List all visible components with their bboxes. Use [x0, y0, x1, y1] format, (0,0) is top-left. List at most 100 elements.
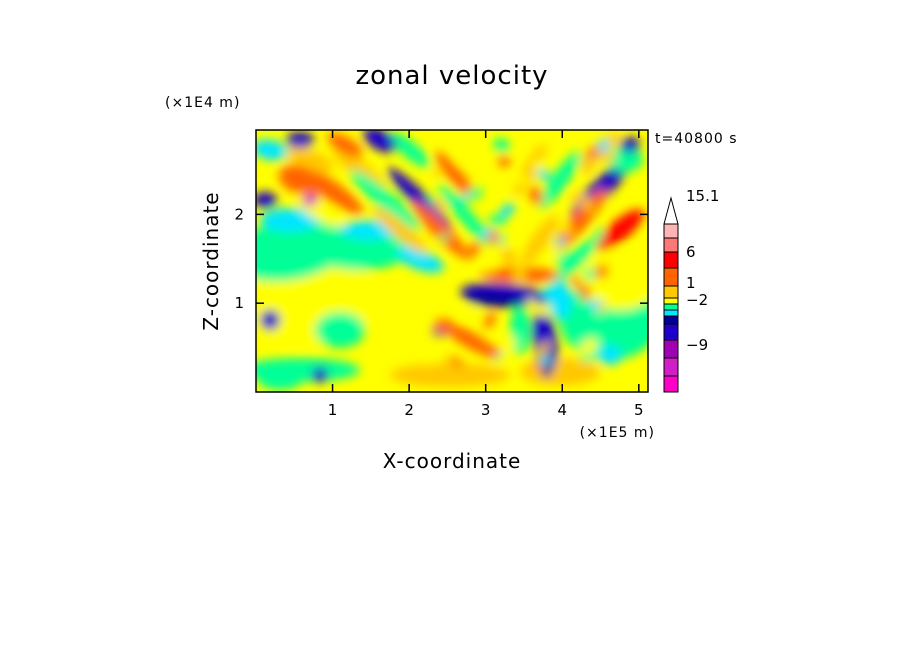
colorbar-segment	[663, 315, 679, 325]
field-patch	[487, 230, 498, 245]
field-patch	[443, 323, 497, 357]
x-tick-label: 1	[328, 401, 338, 419]
colorbar-label: 6	[686, 243, 696, 261]
field-patch	[526, 298, 537, 308]
field-patch	[256, 139, 288, 161]
field-patch	[438, 184, 492, 246]
field-patch	[483, 345, 500, 358]
colorbar-segment	[663, 309, 679, 317]
field-patch	[439, 234, 449, 241]
field-patch	[467, 240, 481, 259]
field-patch	[462, 308, 471, 319]
field-patch	[498, 155, 511, 169]
field-patch	[501, 336, 516, 355]
field-patch	[482, 263, 498, 272]
chart-title: zonal velocity	[355, 61, 548, 91]
field-patch	[602, 153, 616, 163]
field-patch	[286, 132, 314, 148]
heatmap-field	[256, 130, 648, 392]
field-patch	[585, 146, 601, 159]
field-patch	[260, 208, 320, 232]
field-patch	[560, 219, 572, 235]
time-label: t=40800 s	[655, 131, 738, 147]
field-patch	[315, 312, 365, 348]
field-patch	[434, 151, 476, 199]
colorbar-label: −2	[686, 291, 708, 309]
field-patch	[520, 358, 600, 386]
colorbar-segment	[663, 339, 679, 359]
x-tick-label: 5	[634, 401, 644, 419]
field-patch	[521, 215, 559, 265]
field-patch	[543, 245, 563, 260]
field-patch	[493, 138, 510, 153]
colorbar-label: 15.1	[686, 187, 719, 205]
field-patch	[528, 186, 544, 205]
x-tick-label: 2	[404, 401, 414, 419]
field-patch	[435, 198, 446, 213]
field-patch	[256, 192, 277, 208]
x-axis-ticks: 1 2 3 4 5	[328, 130, 644, 419]
y-axis-label: Z-coordinate	[199, 191, 223, 330]
field-patch	[538, 340, 550, 358]
field-patch	[390, 363, 510, 387]
field-patch	[553, 188, 607, 252]
field-patch	[583, 268, 596, 280]
x-scale-label: (×1E5 m)	[580, 425, 655, 441]
field-patch	[539, 355, 550, 368]
field-patch	[580, 284, 591, 301]
field-patch	[607, 148, 643, 172]
field-patch	[596, 209, 644, 251]
colorbar-segment	[663, 285, 679, 299]
colorbar-label: 1	[686, 274, 696, 292]
y-tick-label: 2	[234, 205, 244, 223]
field-patch	[582, 161, 594, 175]
field-patch	[278, 164, 322, 196]
field-patch	[537, 168, 551, 181]
field-patch	[482, 312, 496, 329]
field-patch	[390, 132, 430, 168]
field-patch	[411, 201, 469, 259]
colorbar-label: −9	[686, 336, 708, 354]
colorbar-segment	[663, 223, 679, 239]
field-patch	[350, 170, 420, 230]
field-patch	[505, 171, 516, 188]
colorbar-segment	[663, 357, 679, 377]
field-patch	[302, 194, 318, 206]
x-tick-label: 3	[481, 401, 491, 419]
field-patch	[571, 192, 583, 205]
field-patch	[258, 370, 302, 390]
field-patch	[501, 247, 517, 267]
colorbar-overflow-arrow	[663, 196, 679, 225]
field-patch	[372, 206, 428, 254]
x-tick-label: 4	[557, 401, 567, 419]
field-patch	[499, 202, 515, 219]
field-patch	[468, 187, 483, 200]
field-patch	[310, 230, 410, 270]
y-scale-label: (×1E4 m)	[165, 95, 240, 111]
colorbar-segment	[663, 323, 679, 341]
field-patch	[451, 356, 464, 368]
field-patch	[620, 137, 640, 153]
x-axis-label: X-coordinate	[383, 449, 522, 473]
field-patch	[512, 265, 527, 283]
field-patch	[534, 362, 544, 372]
field-patch	[312, 367, 328, 383]
field-patch	[425, 356, 435, 366]
field-patch	[580, 250, 648, 310]
colorbar-segment	[663, 303, 679, 311]
field-patch	[260, 310, 280, 330]
plot-frame	[255, 129, 649, 393]
field-patch	[363, 130, 397, 153]
field-patch	[596, 303, 605, 313]
field-patch	[537, 305, 552, 317]
field-patch	[553, 238, 597, 282]
colorbar-segment	[663, 251, 679, 269]
field-patch	[582, 197, 593, 213]
field-patch	[455, 153, 467, 165]
field-patch	[488, 214, 506, 227]
field-patch	[595, 264, 609, 279]
colorbar-segment	[663, 267, 679, 287]
field-patch	[497, 235, 506, 244]
y-tick-label: 1	[234, 294, 244, 312]
